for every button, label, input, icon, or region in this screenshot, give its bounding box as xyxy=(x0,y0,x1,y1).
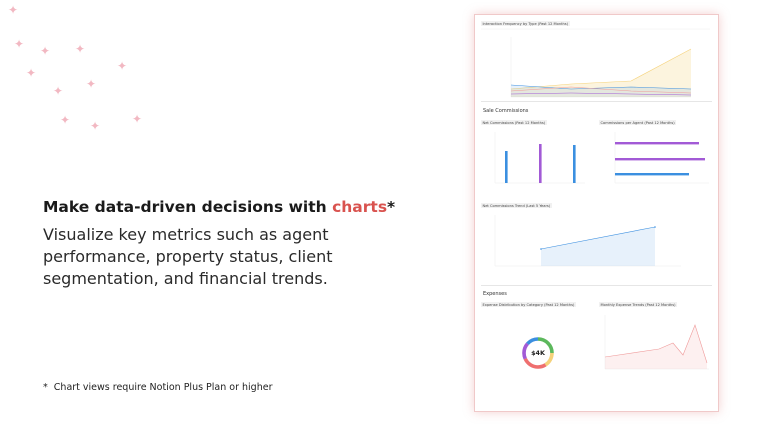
interaction-card-title: Interaction Frequency by Type (Past 12 M… xyxy=(481,21,570,27)
expenses-title: Expenses xyxy=(483,291,507,297)
donut-value: $4K xyxy=(531,349,546,357)
headline-prefix: Make data-driven decisions with xyxy=(43,198,333,216)
sparkle-icon: ✦ xyxy=(8,3,19,17)
commissions-agent-card-title: Commissions per Agent (Past 12 Months) xyxy=(599,120,677,126)
sparkle-icon: ✦ xyxy=(90,119,101,133)
footnote: * Chart views require Notion Plus Plan o… xyxy=(43,382,273,393)
expense-donut-chart: $4K xyxy=(522,337,554,369)
expense-category-card-title: Expense Distribution by Category (Past 1… xyxy=(481,302,576,308)
footnote-bullet: * xyxy=(43,382,48,393)
trend-area-chart xyxy=(494,215,681,267)
sparkle-icon: ✦ xyxy=(75,42,86,56)
headline-suffix: * xyxy=(387,198,396,216)
sparkle-icon: ✦ xyxy=(40,44,51,58)
interaction-line-chart xyxy=(481,28,710,98)
monthly-expense-line-chart xyxy=(604,315,709,370)
sparkle-icon: ✦ xyxy=(53,84,64,98)
sparkle-icon: ✦ xyxy=(26,66,37,80)
footnote-text: Chart views require Notion Plus Plan or … xyxy=(53,382,273,393)
sale-commissions-title: Sale Commissions xyxy=(483,108,529,114)
headline: Make data-driven decisions with charts* xyxy=(43,198,395,216)
dashboard-screenshot: Interaction Frequency by Type (Past 12 M… xyxy=(474,14,719,412)
sparkle-icon: ✦ xyxy=(132,112,143,126)
body-copy: Visualize key metrics such as agent perf… xyxy=(43,225,333,288)
sparkle-icon: ✦ xyxy=(86,77,97,91)
divider xyxy=(481,285,712,286)
sparkle-icon: ✦ xyxy=(14,37,25,51)
trend-card-title: Net Commissions Trend (Last 5 Years) xyxy=(481,203,552,209)
monthly-expense-card-title: Monthly Expense Trends (Past 12 Months) xyxy=(599,302,678,308)
net-commissions-card-title: Net Commissions (Past 12 Months) xyxy=(481,120,547,126)
sparkle-icon: ✦ xyxy=(60,113,71,127)
commissions-agent-bar-chart xyxy=(614,132,709,184)
net-commissions-bar-chart xyxy=(494,132,585,184)
divider xyxy=(481,101,712,102)
sparkle-icon: ✦ xyxy=(117,59,128,73)
headline-accent: charts xyxy=(332,198,388,216)
